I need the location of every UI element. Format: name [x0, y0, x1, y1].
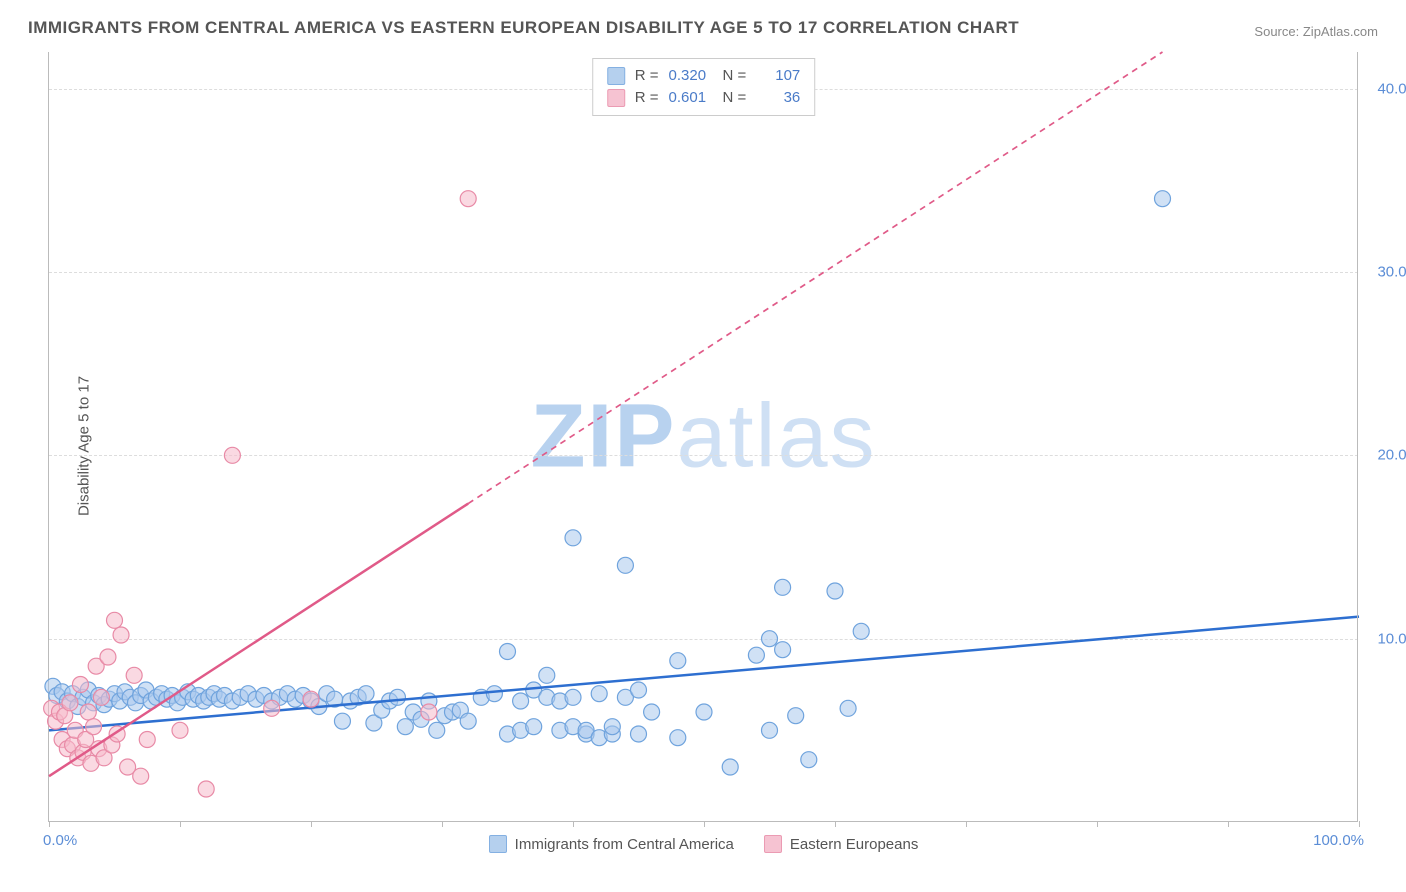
series-legend-item-central_america: Immigrants from Central America	[489, 835, 734, 853]
x-tick	[835, 821, 836, 827]
series-legend-label: Eastern Europeans	[790, 836, 918, 853]
data-point-eastern_european	[133, 768, 149, 784]
data-point-central_america	[565, 689, 581, 705]
data-point-central_america	[565, 530, 581, 546]
data-point-eastern_european	[224, 447, 240, 463]
data-point-eastern_european	[107, 612, 123, 628]
legend-swatch	[764, 835, 782, 853]
data-point-central_america	[526, 719, 542, 735]
data-point-central_america	[429, 722, 445, 738]
chart-title: IMMIGRANTS FROM CENTRAL AMERICA VS EASTE…	[28, 18, 1019, 38]
legend-r-value: 0.601	[669, 87, 713, 109]
data-point-eastern_european	[62, 695, 78, 711]
x-tick	[704, 821, 705, 827]
source-citation: Source: ZipAtlas.com	[1254, 24, 1378, 39]
trendline-eastern_european	[49, 504, 468, 777]
x-tick	[180, 821, 181, 827]
data-point-central_america	[334, 713, 350, 729]
trendline-eastern_european-extrapolated	[468, 52, 1162, 504]
x-tick	[1097, 821, 1098, 827]
source-label: Source:	[1254, 24, 1299, 39]
data-point-central_america	[513, 693, 529, 709]
data-point-central_america	[670, 730, 686, 746]
y-tick-label: 10.0%	[1377, 630, 1406, 647]
legend-n-value: 107	[756, 65, 800, 87]
data-point-central_america	[1155, 191, 1171, 207]
data-point-central_america	[788, 708, 804, 724]
series-legend: Immigrants from Central America Eastern E…	[49, 835, 1358, 853]
data-point-eastern_european	[100, 649, 116, 665]
data-point-eastern_european	[113, 627, 129, 643]
x-tick	[966, 821, 967, 827]
y-tick-label: 20.0%	[1377, 447, 1406, 464]
data-point-central_america	[631, 726, 647, 742]
data-point-central_america	[389, 689, 405, 705]
data-point-eastern_european	[86, 719, 102, 735]
data-point-central_america	[827, 583, 843, 599]
data-point-central_america	[358, 686, 374, 702]
data-point-central_america	[539, 667, 555, 683]
series-legend-label: Immigrants from Central America	[515, 836, 734, 853]
data-point-eastern_european	[303, 691, 319, 707]
legend-swatch	[607, 67, 625, 85]
source-name: ZipAtlas.com	[1303, 24, 1378, 39]
data-point-central_america	[775, 642, 791, 658]
y-tick-label: 30.0%	[1377, 264, 1406, 281]
legend-r-label: R =	[635, 65, 659, 87]
data-point-eastern_european	[421, 704, 437, 720]
data-point-eastern_european	[264, 700, 280, 716]
data-point-eastern_european	[80, 704, 96, 720]
x-tick	[573, 821, 574, 827]
legend-swatch	[489, 835, 507, 853]
legend-n-label: N =	[723, 87, 747, 109]
data-point-central_america	[696, 704, 712, 720]
data-point-eastern_european	[139, 732, 155, 748]
legend-r-label: R =	[635, 87, 659, 109]
data-point-central_america	[460, 713, 476, 729]
data-point-central_america	[486, 686, 502, 702]
data-point-central_america	[762, 631, 778, 647]
data-point-central_america	[644, 704, 660, 720]
legend-n-value: 36	[756, 87, 800, 109]
data-point-eastern_european	[172, 722, 188, 738]
data-point-eastern_european	[460, 191, 476, 207]
data-point-eastern_european	[126, 667, 142, 683]
plot-area: ZIPatlas 10.0%20.0%30.0%40.0% 0.0% 100.0…	[48, 52, 1358, 822]
data-point-central_america	[748, 647, 764, 663]
data-point-central_america	[591, 686, 607, 702]
data-point-central_america	[775, 579, 791, 595]
data-point-central_america	[722, 759, 738, 775]
x-tick	[1359, 821, 1360, 827]
data-point-eastern_european	[198, 781, 214, 797]
x-tick	[311, 821, 312, 827]
legend-row-central_america: R = 0.320 N = 107	[607, 65, 801, 87]
x-tick	[442, 821, 443, 827]
data-point-central_america	[617, 557, 633, 573]
data-point-central_america	[762, 722, 778, 738]
x-tick	[49, 821, 50, 827]
data-point-eastern_european	[72, 677, 88, 693]
series-legend-item-eastern_european: Eastern Europeans	[764, 835, 918, 853]
data-point-central_america	[604, 719, 620, 735]
data-point-central_america	[853, 623, 869, 639]
data-point-eastern_european	[93, 689, 109, 705]
y-tick-label: 40.0%	[1377, 80, 1406, 97]
legend-r-value: 0.320	[669, 65, 713, 87]
data-point-central_america	[670, 653, 686, 669]
correlation-legend: R = 0.320 N = 107 R = 0.601 N = 36	[592, 58, 816, 116]
data-point-central_america	[397, 719, 413, 735]
x-tick	[1228, 821, 1229, 827]
legend-row-eastern_european: R = 0.601 N = 36	[607, 87, 801, 109]
data-point-central_america	[801, 752, 817, 768]
data-point-central_america	[631, 682, 647, 698]
data-point-central_america	[500, 644, 516, 660]
data-point-central_america	[840, 700, 856, 716]
legend-n-label: N =	[723, 65, 747, 87]
plot-svg	[49, 52, 1358, 821]
legend-swatch	[607, 89, 625, 107]
